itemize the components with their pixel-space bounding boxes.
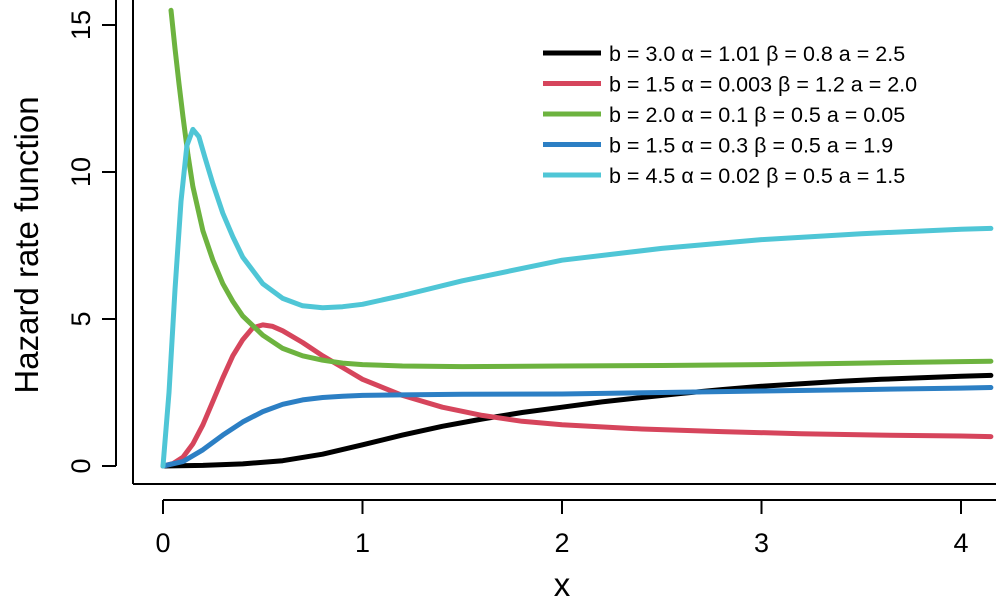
legend-label-4: b = 1.5 α = 0.3 β = 0.5 a = 1.9	[609, 134, 893, 158]
y-tick-label: 0	[66, 458, 96, 473]
legend-label-2: b = 1.5 α = 0.003 β = 1.2 a = 2.0	[609, 73, 917, 97]
y-tick-label: 15	[66, 10, 96, 40]
series-line-5	[160, 126, 994, 469]
series-lines	[160, 7, 994, 469]
x-tick-label: 1	[355, 528, 370, 558]
x-tick-label: 3	[754, 528, 769, 558]
x-tick-label: 0	[155, 528, 170, 558]
series-line-1	[160, 372, 994, 469]
legend-label-3: b = 2.0 α = 0.1 β = 0.5 a = 0.05	[609, 103, 905, 127]
x-axis-title: x	[554, 566, 571, 602]
legend-label-5: b = 4.5 α = 0.02 β = 0.5 a = 1.5	[609, 164, 905, 188]
y-ticks: 0 5 10 15	[66, 10, 116, 474]
axes	[115, 0, 996, 501]
x-ticks: 0 1 2 3 4	[155, 500, 969, 558]
legend-label-1: b = 3.0 α = 1.01 β = 0.8 a = 2.5	[609, 42, 905, 66]
series-line-4	[160, 385, 994, 469]
x-tick-label: 4	[953, 528, 968, 558]
legend: b = 3.0 α = 1.01 β = 0.8 a = 2.5 b = 1.5 …	[543, 42, 917, 188]
y-axis-title: Hazard rate function	[8, 96, 45, 393]
x-tick-label: 2	[554, 528, 569, 558]
y-tick-label: 10	[66, 157, 96, 187]
series-line-2	[160, 322, 994, 469]
y-tick-label: 5	[66, 311, 96, 326]
